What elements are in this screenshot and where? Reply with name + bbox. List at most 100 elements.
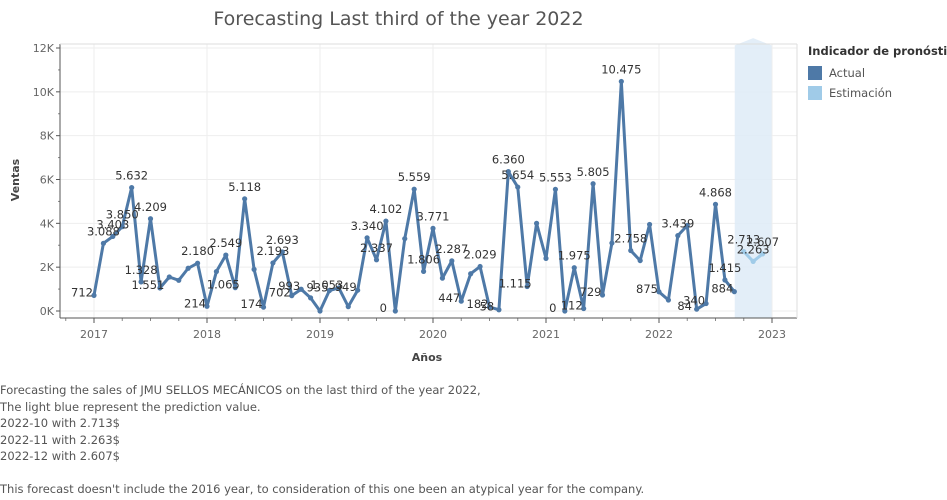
data-label-actual: 1.328 (125, 263, 158, 277)
data-label-actual: 214 (184, 296, 206, 310)
data-label-actual: 182 (467, 297, 489, 311)
data-point-actual (505, 169, 511, 175)
data-point-actual (618, 78, 624, 85)
data-point-actual (129, 184, 135, 191)
data-point-actual (628, 247, 634, 254)
data-label-actual: 1.551 (131, 278, 164, 292)
data-point-actual (515, 184, 521, 190)
x-tick-label: 2017 (80, 328, 108, 341)
data-point-actual (675, 233, 681, 239)
data-point-actual (468, 271, 474, 277)
legend-label-actual: Actual (829, 66, 866, 80)
legend: Indicador de pronóstico Actual Estimació… (808, 44, 947, 103)
axes: 0K 2K 4K 6K 8K 10K 12K 2017 2018 2019 2020 2021 2022… (33, 42, 798, 341)
note-line: The light blue represent the prediction … (0, 399, 261, 414)
prediction-band-layer (734, 38, 772, 318)
data-label-estimacion: 2.263 (737, 242, 770, 256)
note-line: 2022-12 with 2.607$ (0, 449, 120, 463)
data-point-actual (100, 240, 107, 246)
data-point-actual (270, 260, 276, 266)
data-point-actual (552, 186, 559, 192)
data-point-actual (326, 287, 333, 294)
data-label-actual: 174 (241, 297, 263, 311)
data-point-actual (204, 303, 210, 309)
data-point-actual (486, 304, 493, 310)
data-point-estimacion (759, 251, 766, 257)
data-point-actual (420, 268, 427, 275)
data-point-actual (524, 283, 530, 290)
data-label-actual: 447 (438, 291, 460, 305)
data-point-actual (373, 257, 380, 263)
data-point-actual (251, 266, 257, 272)
data-point-actual (364, 235, 370, 241)
data-label-actual: 3.088 (87, 224, 120, 238)
data-point-estimacion (750, 258, 756, 265)
data-label-actual: 1.975 (558, 249, 591, 263)
legend-swatch-actual (808, 66, 822, 80)
note-line: This forecast doesn't include the 2016 y… (0, 482, 645, 496)
y-axis-title: Ventas (9, 158, 22, 201)
data-label-actual: 1.115 (499, 277, 532, 291)
data-label-actual: 2.693 (266, 233, 299, 247)
data-label-estimacion: 2.713 (727, 233, 760, 247)
data-label-actual: 935 (306, 281, 328, 295)
y-tick-label: 8K (40, 130, 55, 143)
grid (60, 44, 797, 318)
data-point-actual (581, 305, 587, 312)
series-line-actual (92, 79, 736, 313)
y-tick-label: 10K (33, 86, 55, 99)
data-point-actual (411, 186, 417, 192)
data-label-actual: 1.065 (207, 278, 240, 292)
data-label-actual: 0 (380, 301, 387, 315)
y-tick-label: 0K (40, 305, 55, 318)
data-label-actual: 112 (561, 299, 583, 313)
data-point-actual (646, 221, 653, 228)
data-points (91, 78, 766, 314)
note-line: 2022-11 with 2.263$ (0, 432, 120, 447)
data-label-actual: 4.102 (369, 202, 402, 216)
x-tick-label: 2023 (758, 328, 786, 341)
data-label-actual: 5.118 (228, 180, 261, 194)
legend-swatch-estimacion (808, 86, 822, 100)
y-tick-label: 6K (40, 174, 55, 187)
data-point-actual (119, 224, 125, 230)
data-point-actual (684, 222, 690, 229)
data-label-actual: 993 (278, 279, 300, 293)
x-tick-label: 2022 (645, 328, 673, 341)
legend-label-estimacion: Estimación (829, 86, 893, 100)
data-label-actual: 5.559 (398, 170, 431, 184)
note-line: 2022-10 with 2.713$ (0, 416, 120, 430)
data-label-actual: 949 (335, 280, 357, 294)
data-label-actual: 84 (677, 299, 692, 313)
data-point-actual (345, 304, 351, 310)
data-point-actual (185, 265, 191, 271)
data-label-actual: 3.340 (351, 219, 384, 233)
data-point-actual (562, 308, 568, 314)
data-label-actual: 340 (683, 294, 705, 308)
prediction-band (734, 38, 772, 318)
data-point-actual (392, 308, 398, 314)
data-point-actual (609, 240, 615, 246)
data-label-actual: 5.632 (115, 169, 148, 183)
data-label-actual: 58 (480, 300, 495, 314)
note-spacer (0, 465, 644, 482)
data-point-actual (533, 220, 540, 226)
data-point-actual (289, 293, 295, 299)
data-point-actual (336, 285, 342, 291)
data-point-actual (194, 260, 201, 266)
legend-item-estimacion[interactable]: Estimación (808, 83, 947, 103)
data-point-actual (242, 196, 248, 202)
data-label-actual: 2.549 (209, 236, 242, 250)
data-label-actual: 3.439 (661, 217, 694, 231)
legend-item-actual[interactable]: Actual (808, 63, 947, 83)
data-point-actual (223, 252, 229, 258)
data-label-actual: 4.868 (699, 185, 732, 199)
data-label-actual: 712 (71, 285, 93, 299)
data-point-actual (439, 275, 446, 281)
data-point-actual (712, 201, 719, 207)
data-label-actual: 2.193 (256, 244, 289, 258)
data-point-actual (157, 285, 163, 291)
data-label-actual: 4.209 (134, 200, 167, 214)
data-point-actual (317, 308, 323, 314)
